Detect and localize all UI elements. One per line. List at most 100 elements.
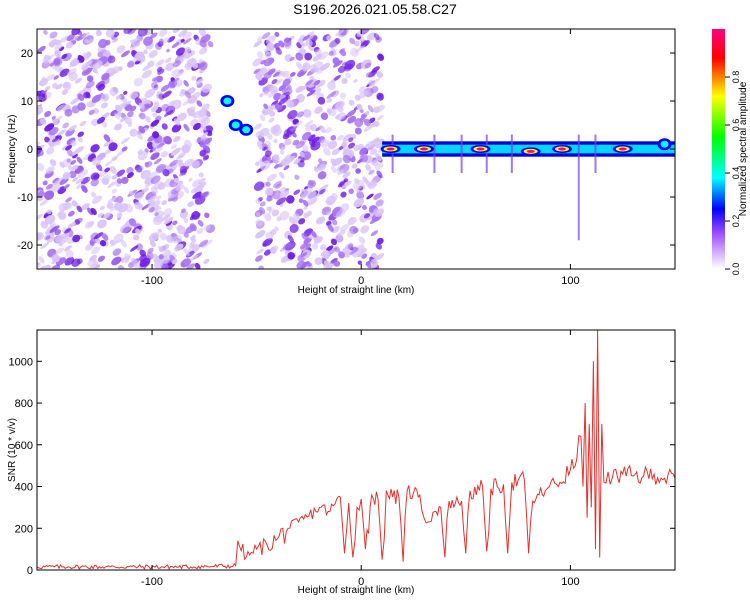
spectrogram-noise-blob [295, 140, 305, 149]
spectrogram-noise-blob [375, 242, 382, 250]
spectrogram-noise-blob [89, 241, 95, 246]
spectrogram-noise-blob [55, 49, 61, 56]
spectrogram-noise-blob [44, 214, 56, 225]
y-tick-label: 600 [15, 440, 33, 452]
spectrogram-feature-core [476, 147, 485, 151]
spectrogram-noise-blob [72, 164, 79, 171]
spectrogram-noise-blob [330, 135, 337, 141]
spectrogram-noise-blob [260, 59, 267, 65]
spectrogram-noise-blob [77, 169, 89, 178]
spectrogram-noise-blob [318, 163, 327, 171]
spectrogram-noise-blob [192, 122, 202, 131]
spectrogram-noise-blob [359, 147, 368, 156]
spectrogram-noise-blob [373, 106, 381, 114]
spectrogram-noise-blob [149, 32, 158, 39]
spectrogram-noise-blob [109, 166, 117, 174]
spectrogram-noise-blob [157, 255, 168, 263]
spectrogram-noise-blob [178, 29, 188, 38]
spectrogram-noise-blob [130, 245, 139, 252]
spectrogram-noise-blob [341, 77, 348, 85]
spectrogram-noise-blob [376, 170, 383, 179]
spectrogram-noise-blob [267, 68, 276, 76]
spectrogram-noise-blob [283, 165, 290, 171]
spectrogram-noise-blob [144, 176, 154, 185]
y-tick-label: 20 [21, 48, 33, 60]
spectrogram-noise-blob [314, 106, 323, 115]
spectrogram-noise-blob [107, 55, 116, 64]
spectrogram-noise-blob [363, 124, 373, 132]
spectrogram-noise-blob [198, 108, 208, 117]
spectrogram-noise-blob [102, 50, 111, 58]
spectrogram-noise-blob [349, 247, 359, 255]
spectrogram-noise-blob [149, 200, 156, 205]
spectrogram-noise-blob [329, 257, 338, 264]
spectrogram-noise-blob [309, 75, 315, 81]
spectrogram-noise-blob [101, 233, 109, 241]
spectrogram-noise-blob [66, 34, 75, 42]
spectrogram-noise-blob [106, 202, 114, 209]
spectrogram-noise-blob [63, 184, 70, 189]
spectrogram-noise-blob [337, 229, 346, 237]
spectrogram-noise-blob [206, 130, 213, 137]
spectrogram-noise-blob [122, 226, 131, 234]
spectrogram-noise-blob [140, 171, 146, 176]
spectrogram-noise-blob [172, 220, 178, 226]
spectrogram-noise-blob [152, 112, 157, 117]
spectrogram-noise-blob [306, 210, 312, 217]
spectrogram-noise-blob [143, 49, 148, 54]
spectrogram-noise-blob [116, 45, 126, 54]
spectrogram-noise-blob [314, 49, 322, 56]
spectrogram-noise-blob [103, 139, 114, 147]
spectrogram-noise-blob [81, 185, 88, 193]
spectrogram-noise-blob [201, 131, 209, 137]
spectrogram-noise-blob [307, 191, 317, 200]
spectrogram-noise-blob [133, 51, 145, 62]
spectrogram-noise-blob [183, 37, 192, 45]
spectrogram-feature-mid [231, 121, 240, 129]
spectrogram-noise-blob [190, 235, 196, 241]
spectrogram-noise-blob [58, 203, 68, 212]
spectrogram-noise-blob [259, 207, 266, 215]
spectrogram-noise-blob [86, 207, 94, 216]
y-tick-label: -10 [17, 192, 33, 204]
spectrogram-noise-blob [39, 117, 47, 125]
spectrogram-noise-blob [72, 234, 81, 243]
spectrogram-noise-blob [74, 77, 83, 84]
spectrogram-noise-blob [275, 47, 282, 55]
spectrogram-noise-blob [158, 254, 164, 260]
spectrogram-noise-blob [172, 234, 182, 244]
spectrogram-noise-blob [83, 153, 93, 161]
spectrogram-noise-blob [86, 38, 95, 45]
spectrogram-noise-blob [370, 77, 381, 86]
spectrogram-noise-blob [74, 219, 80, 225]
spectrogram-noise-blob [154, 215, 161, 223]
spectrogram-noise-blob [354, 118, 364, 128]
spectrogram-noise-blob [192, 191, 202, 199]
spectrogram-noise-blob [129, 91, 139, 100]
spectrogram-noise-blob [307, 262, 312, 267]
spectrogram-noise-blob [283, 39, 292, 47]
spectrogram-noise-blob [198, 172, 204, 178]
spectrogram-noise-blob [135, 164, 143, 173]
spectrogram-noise-blob [141, 70, 152, 79]
spectrogram-noise-blob [325, 127, 332, 134]
spectrogram-noise-blob [337, 65, 346, 74]
spectrogram-noise-blob [351, 163, 358, 169]
spectrogram-noise-blob [55, 257, 66, 266]
spectrogram-noise-blob [253, 40, 262, 48]
spectrogram-noise-blob [320, 138, 330, 148]
spectrogram-noise-blob [166, 48, 170, 53]
spectrogram-noise-blob [111, 174, 118, 180]
spectrogram-noise-blob [302, 151, 312, 161]
spectrogram-noise-blob [69, 59, 79, 68]
spectrogram-noise-blob [263, 57, 275, 67]
spectrogram-noise-blob [310, 141, 321, 151]
y-tick-label: 1000 [9, 356, 33, 368]
spectrogram-noise-blob [318, 188, 326, 195]
spectrogram-noise-blob [185, 263, 196, 269]
spectrogram-noise-blob [151, 82, 159, 91]
spectrogram-noise-blob [204, 239, 213, 247]
spectrogram-noise-blob [353, 227, 359, 234]
y-tick-label: 200 [15, 523, 33, 535]
